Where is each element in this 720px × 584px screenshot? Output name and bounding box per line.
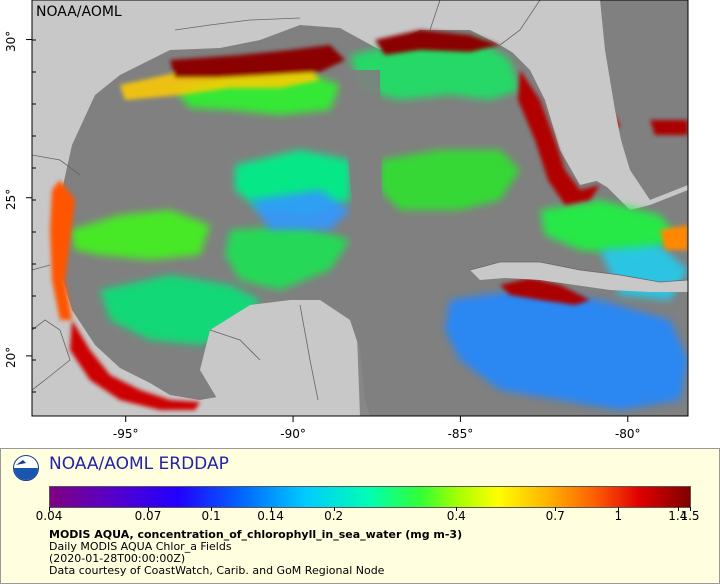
x-tick-label: -95° bbox=[112, 427, 139, 441]
legend-title: NOAA/AOML ERDDAP bbox=[49, 454, 229, 474]
chlorophyll-map bbox=[26, 0, 689, 422]
colorbar-tick-label: 0.2 bbox=[324, 509, 344, 523]
map-panel: NOAA/AOML -95° -90° -85° -80° 30° 25° 20° bbox=[4, 0, 689, 441]
x-tick-label: -85° bbox=[447, 427, 474, 441]
florida-land bbox=[510, 0, 625, 190]
colorbar-tick-mark bbox=[49, 507, 50, 511]
legend-panel: NOAA/AOML ERDDAP 0.04 0.07 0.1 0.14 0.2 0.4 0.… bbox=[0, 448, 720, 584]
plot-frame bbox=[31, 0, 689, 417]
colorbar-tick-label: 1 bbox=[614, 509, 623, 523]
variable-label: MODIS AQUA, concentration_of_chlorophyll… bbox=[49, 528, 463, 541]
y-tick-label: 25° bbox=[4, 188, 18, 210]
colorbar-tick-mark bbox=[618, 507, 620, 511]
x-tick-label: -80° bbox=[614, 427, 641, 441]
colorbar-tick-label: 0.14 bbox=[257, 509, 284, 523]
noaa-logo-icon bbox=[13, 455, 39, 481]
colorbar-tick-label: 0.1 bbox=[201, 509, 221, 523]
colorbar-tick-mark bbox=[211, 507, 213, 511]
colorbar-tick-mark bbox=[456, 507, 458, 511]
colorbar-tick-label: 0.07 bbox=[134, 509, 162, 523]
y-tick-label: 30° bbox=[4, 30, 18, 52]
y-axis-ticks bbox=[26, 39, 32, 357]
colorbar-tick-label: 0.7 bbox=[545, 509, 565, 523]
colorbar-tick-mark bbox=[333, 507, 335, 511]
courtesy-label: Data courtesy of CoastWatch, Carib. and … bbox=[49, 564, 385, 577]
x-axis-ticks bbox=[125, 416, 629, 422]
colorbar-tick-label: 0.4 bbox=[446, 509, 466, 523]
cuba-land bbox=[470, 262, 688, 292]
colorbar-tick-mark bbox=[555, 507, 557, 511]
colorbar-tick-label: 1.5 bbox=[680, 509, 700, 523]
colorbar-tick-mark bbox=[677, 507, 679, 511]
colorbar-tick-label: 1.4 bbox=[668, 509, 688, 523]
dataset-label: Daily MODIS AQUA Chlor_a Fields bbox=[49, 540, 232, 553]
colorbar-tick-mark bbox=[270, 507, 272, 511]
y-tick-label: 20° bbox=[4, 346, 18, 368]
colorbar-tick-label: 0.04 bbox=[35, 509, 63, 523]
colorbar-tick-mark bbox=[147, 507, 149, 511]
atlantic-water bbox=[600, 0, 688, 200]
map-credit-label: NOAA/AOML bbox=[36, 4, 122, 20]
time-label: (2020-01-28T00:00:00Z) bbox=[49, 552, 186, 565]
colorbar bbox=[49, 486, 691, 508]
x-tick-label: -90° bbox=[280, 427, 306, 441]
colorbar-tick-mark bbox=[690, 507, 691, 511]
yucatan-land bbox=[200, 300, 370, 416]
